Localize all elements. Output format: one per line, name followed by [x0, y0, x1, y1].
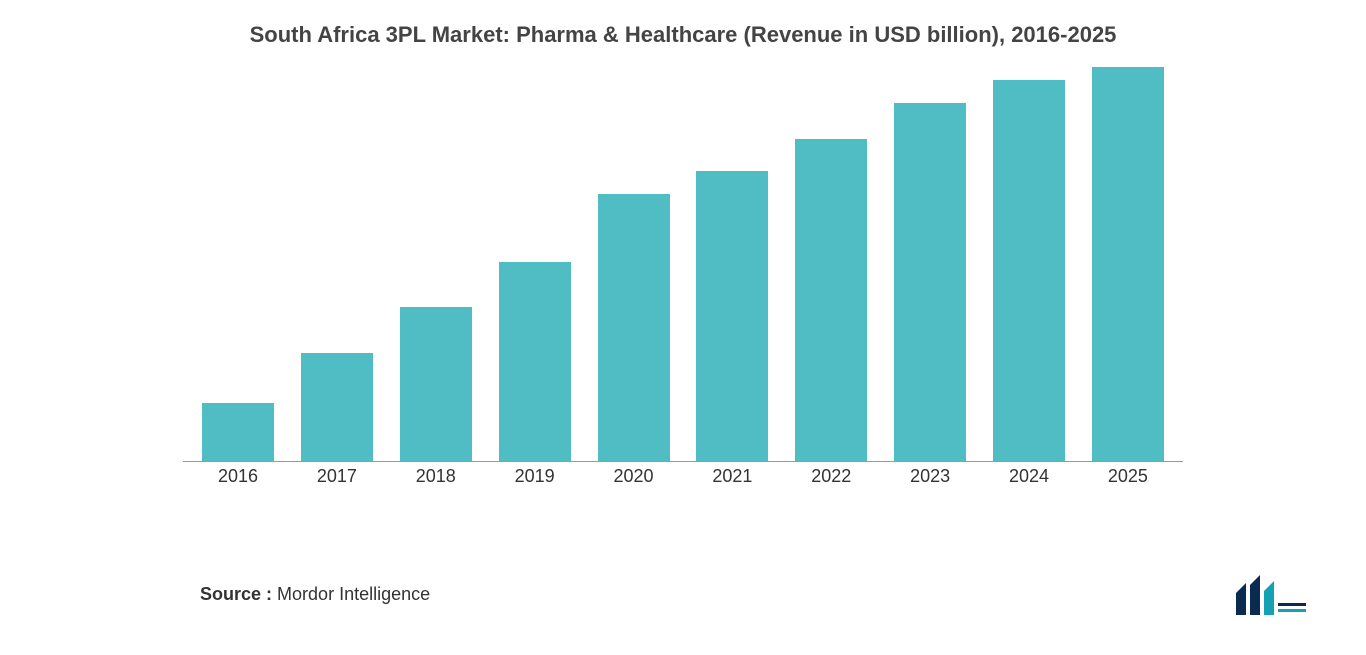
- bar: [894, 103, 966, 462]
- chart-title: South Africa 3PL Market: Pharma & Health…: [40, 22, 1326, 48]
- bar: [499, 262, 571, 462]
- x-tick-label: 2023: [885, 466, 975, 492]
- bar-group: [292, 353, 382, 462]
- source-label: Source :: [200, 584, 272, 604]
- bar: [301, 353, 373, 462]
- footer-row: Source : Mordor Intelligence: [200, 573, 1306, 615]
- bar-group: [589, 194, 679, 462]
- bar: [598, 194, 670, 462]
- bar-group: [391, 307, 481, 462]
- bar: [696, 171, 768, 462]
- bar-group: [490, 262, 580, 462]
- chart-plot-area: 2016 2017 2018 2019 2020 2021 2022 2023 2024 2025: [183, 62, 1183, 492]
- bar: [202, 403, 274, 462]
- bar-group: [1083, 67, 1173, 462]
- x-axis-line: [183, 461, 1183, 462]
- mordor-logo-icon: [1236, 573, 1306, 615]
- x-tick-label: 2021: [687, 466, 777, 492]
- chart-container: South Africa 3PL Market: Pharma & Health…: [0, 0, 1366, 655]
- bar: [400, 307, 472, 462]
- x-tick-label: 2024: [984, 466, 1074, 492]
- bar: [993, 80, 1065, 462]
- x-tick-label: 2017: [292, 466, 382, 492]
- bar: [795, 139, 867, 462]
- x-tick-label: 2025: [1083, 466, 1173, 492]
- bar: [1092, 67, 1164, 462]
- bars-region: [183, 62, 1183, 462]
- x-tick-label: 2018: [391, 466, 481, 492]
- bar-group: [885, 103, 975, 462]
- x-axis-labels: 2016 2017 2018 2019 2020 2021 2022 2023 2024 2025: [183, 466, 1183, 492]
- x-tick-label: 2022: [786, 466, 876, 492]
- x-tick-label: 2016: [193, 466, 283, 492]
- x-tick-label: 2020: [589, 466, 679, 492]
- source-value: Mordor Intelligence: [277, 584, 430, 604]
- bar-group: [984, 80, 1074, 462]
- source-line: Source : Mordor Intelligence: [200, 584, 430, 605]
- bar-group: [687, 171, 777, 462]
- x-tick-label: 2019: [490, 466, 580, 492]
- bar-group: [193, 403, 283, 462]
- bar-group: [786, 139, 876, 462]
